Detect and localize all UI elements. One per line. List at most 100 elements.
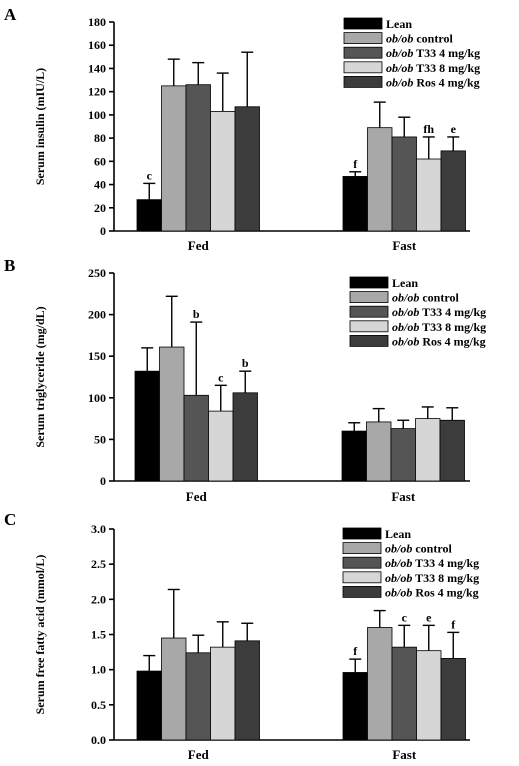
legend-swatch [342, 527, 382, 540]
bar-fed-3 [185, 652, 211, 741]
significance-label: c [218, 370, 224, 384]
legend-entry: ob/ob T33 4 mg/kg [386, 46, 480, 60]
y-tick-label: 100 [88, 391, 106, 405]
bar-fed-1 [136, 199, 162, 232]
bar-fed-1 [134, 370, 160, 482]
y-tick-label: 2.0 [91, 592, 106, 606]
bar-fast-2 [367, 127, 393, 232]
legend-swatch [343, 61, 383, 74]
bar-fed-3 [183, 394, 209, 482]
legend-entry: ob/ob Ros 4 mg/kg [392, 334, 486, 348]
legend-swatch [343, 17, 383, 30]
y-tick-label: 120 [88, 85, 106, 99]
legend-swatch [349, 291, 389, 304]
bar-fed-5 [234, 640, 260, 741]
significance-label: b [242, 356, 249, 370]
y-tick-label: 140 [88, 61, 106, 75]
bar-fast-1 [342, 672, 368, 741]
bar-fed-5 [232, 392, 258, 482]
legend-swatch [342, 556, 382, 569]
significance-label: c [402, 610, 408, 624]
panel-letter: A [4, 5, 17, 24]
bar-fed-4 [210, 646, 236, 741]
x-category-label: Fast [392, 238, 417, 253]
y-tick-label: 250 [88, 266, 106, 280]
y-tick-label: 2.5 [91, 557, 106, 571]
y-tick-label: 40 [94, 178, 106, 192]
legend-swatch [343, 46, 383, 59]
legend-entry: ob/ob T33 8 mg/kg [392, 320, 486, 334]
y-tick-label: 0.5 [91, 698, 106, 712]
legend-swatch [349, 320, 389, 333]
chart-panel-B: B Serum triglyceride (mg/dL) 0 50 100 150 200 2… [4, 256, 486, 504]
bar-fed-2 [161, 637, 187, 741]
y-tick-label: 160 [88, 38, 106, 52]
legend-entry: Lean [386, 17, 412, 31]
bar-fast-5 [439, 419, 465, 482]
y-tick-label: 200 [88, 308, 106, 322]
legend-entry: Lean [392, 276, 418, 290]
bar-fed-4 [210, 111, 236, 232]
x-category-label: Fed [186, 489, 208, 504]
bar-fed-3 [185, 84, 211, 232]
legend-swatch [349, 276, 389, 289]
legend-entry: ob/ob control [392, 291, 459, 305]
legend-swatch [349, 334, 389, 347]
x-category-label: Fast [391, 489, 416, 504]
bar-fed-1 [136, 670, 162, 741]
significance-label: e [451, 122, 457, 136]
bar-fast-3 [391, 646, 417, 741]
legend-entry: ob/ob control [386, 32, 453, 46]
y-tick-label: 0.0 [91, 733, 106, 747]
legend-entry: ob/ob Ros 4 mg/kg [386, 75, 480, 89]
y-axis-label: Serum free fatty acid (mmol/L) [33, 555, 47, 715]
bar-fast-4 [416, 650, 442, 741]
legend-entry: ob/ob Ros 4 mg/kg [385, 585, 479, 599]
bar-fed-5 [234, 106, 260, 232]
legend-swatch [343, 32, 383, 44]
x-category-label: Fed [188, 238, 210, 253]
bar-fast-2 [366, 421, 392, 482]
y-tick-label: 60 [94, 154, 106, 168]
bar-fast-1 [341, 430, 367, 482]
bar-fed-2 [159, 346, 185, 482]
significance-label: b [193, 307, 200, 321]
legend-entry: Lean [385, 527, 411, 541]
legend-entry: ob/ob T33 4 mg/kg [392, 305, 486, 319]
legend-swatch [342, 542, 382, 554]
legend-entry: ob/ob control [385, 542, 452, 556]
y-tick-label: 0 [100, 224, 106, 238]
legend-swatch [349, 305, 389, 318]
significance-label: f [353, 644, 358, 658]
legend-entry: ob/ob T33 8 mg/kg [386, 61, 480, 75]
y-tick-label: 100 [88, 108, 106, 122]
bar-fast-2 [367, 627, 393, 741]
legend-entry: ob/ob T33 4 mg/kg [385, 556, 479, 570]
significance-label: e [426, 610, 432, 624]
y-tick-label: 80 [94, 131, 106, 145]
y-axis-label: Serum triglyceride (mg/dL) [33, 306, 47, 447]
x-category-label: Fast [392, 747, 417, 762]
bar-fed-2 [161, 85, 187, 232]
panel-letter: C [4, 510, 16, 529]
chart-panel-C: C Serum free fatty acid (mmol/L) 0.0 0.5 1.0… [4, 510, 479, 762]
y-axis-label: Serum insulin (mIU/L) [33, 68, 47, 185]
bar-fed-4 [208, 410, 234, 482]
y-tick-label: 180 [88, 15, 106, 29]
bar-fast-5 [440, 150, 466, 232]
significance-label: c [147, 168, 153, 182]
panel-letter: B [4, 256, 15, 275]
y-tick-label: 50 [94, 432, 106, 446]
bar-fast-3 [391, 136, 417, 232]
significance-label: f [353, 157, 358, 171]
y-tick-label: 0 [100, 474, 106, 488]
significance-label: f [451, 617, 456, 631]
y-tick-label: 20 [94, 201, 106, 215]
legend-swatch [342, 586, 382, 598]
significance-label: fh [423, 122, 434, 136]
bar-fast-5 [440, 658, 466, 741]
bar-fast-4 [415, 418, 441, 482]
